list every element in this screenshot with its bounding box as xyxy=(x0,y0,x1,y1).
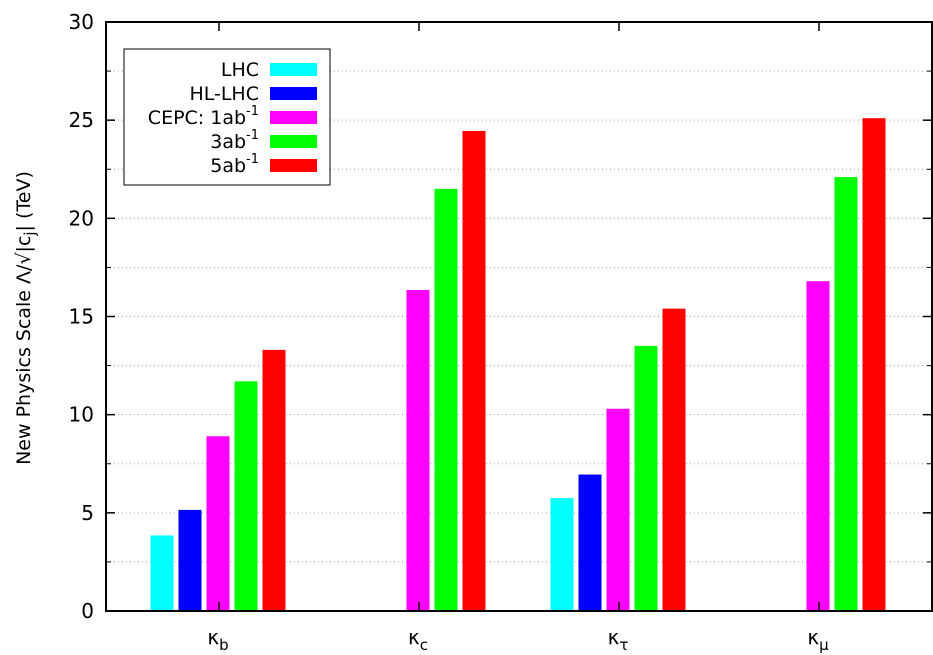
x-tick-label-sub: τ xyxy=(619,636,628,654)
legend-label: CEPC: 1ab-1 xyxy=(148,104,259,129)
legend-swatch xyxy=(270,111,317,124)
legend-label: HL-LHC xyxy=(189,83,259,105)
axis-ticks xyxy=(106,21,932,612)
x-tick-label: κc xyxy=(408,625,428,654)
bar-3ab-1-1 xyxy=(234,381,258,611)
legend-label-sup: -1 xyxy=(246,128,259,143)
bar-hl-lhc-3 xyxy=(578,474,602,611)
bar-lhc-1 xyxy=(150,535,174,611)
legend-label-sup: -1 xyxy=(246,152,259,167)
bar-cepc-1ab-1-3 xyxy=(606,408,630,611)
legend-swatch xyxy=(270,159,317,172)
x-tick-label-sub: μ xyxy=(819,636,829,654)
legend-label: 3ab-1 xyxy=(210,128,259,153)
bars xyxy=(150,118,886,611)
bar-5ab-1-2 xyxy=(462,130,486,611)
bar-cepc-1ab-1-4 xyxy=(806,281,830,611)
x-tick-label: κb xyxy=(207,625,228,654)
bar-5ab-1-1 xyxy=(262,349,286,611)
bar-5ab-1-3 xyxy=(662,308,686,611)
y-tick-label: 0 xyxy=(81,599,94,623)
y-tick-label: 10 xyxy=(69,403,94,427)
bar-5ab-1-4 xyxy=(862,118,886,611)
x-tick-label-base: κ xyxy=(207,625,219,649)
legend-label: 5ab-1 xyxy=(210,152,259,177)
x-tick-label: κτ xyxy=(608,625,629,654)
y-tick-label: 5 xyxy=(81,501,94,525)
x-tick-label-sub: b xyxy=(219,636,229,654)
legend-label: LHC xyxy=(221,59,259,81)
legend-label-main: LHC xyxy=(221,59,259,81)
x-tick-label-base: κ xyxy=(807,625,819,649)
legend-label-sup: -1 xyxy=(246,104,259,119)
bar-cepc-1ab-1-2 xyxy=(406,289,430,611)
y-axis-label-tail: | (TeV) xyxy=(13,171,35,231)
y-tick-label: 30 xyxy=(69,10,94,34)
y-axis-label: New Physics Scale Λ/√|cj| (TeV) xyxy=(13,171,39,465)
y-tick-labels: 0 5 10 15 20 25 30 xyxy=(69,10,94,623)
legend-label-main: 3ab xyxy=(210,131,246,153)
legend-swatch xyxy=(270,135,317,148)
legend-label-main: 5ab xyxy=(210,155,246,177)
bar-3ab-1-3 xyxy=(634,345,658,611)
bar-3ab-1-4 xyxy=(834,177,858,611)
x-tick-label-base: κ xyxy=(608,625,620,649)
y-axis-label-main: New Physics Scale Λ/√|c xyxy=(13,236,35,465)
bar-hl-lhc-1 xyxy=(178,509,202,611)
y-tick-label: 25 xyxy=(69,108,94,132)
y-tick-label: 20 xyxy=(69,206,94,230)
y-axis-label-sub: j xyxy=(21,231,39,236)
bar-lhc-3 xyxy=(550,498,574,611)
legend-label-main: HL-LHC xyxy=(189,83,259,105)
legend-label-main: CEPC: 1ab xyxy=(148,107,246,129)
legend-swatch xyxy=(270,63,317,76)
x-tick-labels: κb κc κτ κμ xyxy=(207,625,829,654)
x-tick-label-base: κ xyxy=(408,625,420,649)
x-tick-label-sub: c xyxy=(420,636,428,654)
x-tick-label: κμ xyxy=(807,625,829,654)
legend-swatch xyxy=(270,87,317,100)
bar-3ab-1-2 xyxy=(434,188,458,611)
y-tick-label: 15 xyxy=(69,305,94,329)
grid-lines xyxy=(106,70,932,563)
bar-cepc-1ab-1-1 xyxy=(206,436,230,611)
